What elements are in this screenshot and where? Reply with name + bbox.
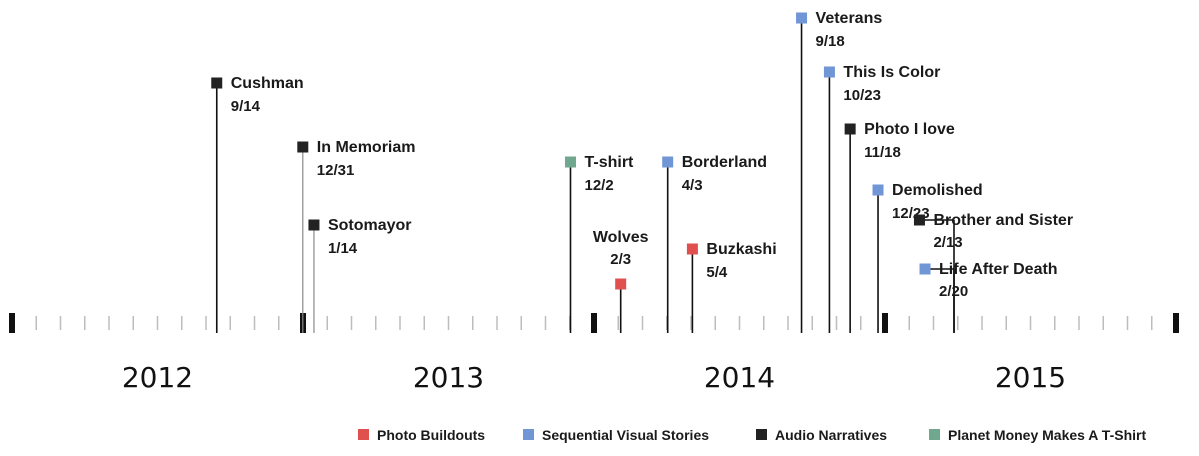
event-marker bbox=[913, 214, 925, 226]
event-title: Life After Death bbox=[939, 261, 1058, 278]
event-title: Cushman bbox=[231, 75, 304, 92]
event-title: This Is Color bbox=[843, 64, 940, 81]
event-marker bbox=[662, 156, 674, 168]
event-life-after-death[interactable]: Life After Death 2/20 bbox=[919, 261, 1058, 333]
event-this-is-color[interactable]: This Is Color 10/23 bbox=[823, 64, 940, 333]
event-title: Brother and Sister bbox=[933, 212, 1073, 229]
legend-label: Audio Narratives bbox=[775, 427, 887, 443]
year-tick bbox=[591, 313, 597, 333]
year-tick bbox=[9, 313, 15, 333]
event-marker bbox=[823, 66, 835, 78]
event-marker bbox=[686, 243, 698, 255]
event-sotomayor[interactable]: Sotomayor 1/14 bbox=[308, 217, 412, 333]
year-label: 2014 bbox=[704, 361, 775, 394]
event-in-memoriam[interactable]: In Memoriam 12/31 bbox=[297, 139, 415, 333]
event-title: T-shirt bbox=[584, 154, 634, 171]
event-veterans[interactable]: Veterans 9/18 bbox=[796, 10, 882, 333]
event-title: Photo I love bbox=[864, 121, 955, 138]
event-buzkashi[interactable]: Buzkashi 5/4 bbox=[686, 241, 777, 333]
legend-swatch bbox=[756, 429, 767, 440]
legend-item-photo: Photo Buildouts bbox=[358, 427, 485, 443]
event-marker bbox=[844, 123, 856, 135]
year-tick bbox=[1173, 313, 1179, 333]
event-date: 9/18 bbox=[816, 33, 845, 50]
event-title: In Memoriam bbox=[317, 139, 416, 156]
event-date: 4/3 bbox=[682, 177, 703, 194]
legend-item-tshirt: Planet Money Makes A T-Shirt bbox=[929, 427, 1146, 443]
legend: Photo Buildouts Sequential Visual Stories… bbox=[358, 427, 1146, 443]
event-wolves[interactable]: Wolves 2/3 bbox=[593, 229, 649, 333]
event-marker bbox=[615, 278, 627, 290]
event-marker bbox=[211, 77, 223, 89]
event-marker bbox=[308, 219, 320, 231]
legend-swatch bbox=[523, 429, 534, 440]
event-date: 2/3 bbox=[610, 251, 631, 268]
event-title: Veterans bbox=[816, 10, 883, 27]
event-cushman[interactable]: Cushman 9/14 bbox=[211, 75, 304, 333]
event-title: Buzkashi bbox=[706, 241, 776, 258]
event-title: Borderland bbox=[682, 154, 767, 171]
timeline-events: Cushman 9/14 In Memoriam 12/31 Sotomayor 1/14… bbox=[211, 10, 1073, 333]
event-title: Demolished bbox=[892, 182, 983, 199]
legend-label: Sequential Visual Stories bbox=[542, 427, 709, 443]
event-brother-and-sister[interactable]: Brother and Sister 2/13 bbox=[913, 212, 1073, 333]
event-photo-i-love[interactable]: Photo I love 11/18 bbox=[844, 121, 955, 333]
event-date: 1/14 bbox=[328, 240, 358, 257]
event-date: 12/31 bbox=[317, 162, 355, 179]
event-title: Wolves bbox=[593, 229, 649, 246]
year-tick bbox=[882, 313, 888, 333]
event-date: 2/20 bbox=[939, 283, 968, 300]
event-date: 2/13 bbox=[933, 234, 962, 251]
event-date: 11/18 bbox=[864, 144, 901, 161]
event-date: 12/2 bbox=[584, 177, 613, 194]
year-labels: 2012 2013 2014 2015 bbox=[122, 361, 1066, 394]
event-marker bbox=[297, 141, 309, 153]
timeline-axis bbox=[9, 313, 1179, 333]
event-title: Sotomayor bbox=[328, 217, 412, 234]
legend-swatch bbox=[929, 429, 940, 440]
year-label: 2015 bbox=[995, 361, 1066, 394]
legend-item-audio: Audio Narratives bbox=[756, 427, 887, 443]
event-marker bbox=[872, 184, 884, 196]
event-date: 10/23 bbox=[843, 87, 881, 104]
legend-label: Photo Buildouts bbox=[377, 427, 485, 443]
legend-item-sequential: Sequential Visual Stories bbox=[523, 427, 709, 443]
year-label: 2013 bbox=[413, 361, 484, 394]
event-date: 9/14 bbox=[231, 98, 261, 115]
event-t-shirt[interactable]: T-shirt 12/2 bbox=[564, 154, 634, 333]
legend-label: Planet Money Makes A T-Shirt bbox=[948, 427, 1146, 443]
event-date: 5/4 bbox=[706, 264, 728, 281]
event-marker bbox=[564, 156, 576, 168]
event-marker bbox=[919, 263, 931, 275]
event-borderland[interactable]: Borderland 4/3 bbox=[662, 154, 767, 333]
legend-swatch bbox=[358, 429, 369, 440]
event-marker bbox=[796, 12, 808, 24]
year-label: 2012 bbox=[122, 361, 193, 394]
